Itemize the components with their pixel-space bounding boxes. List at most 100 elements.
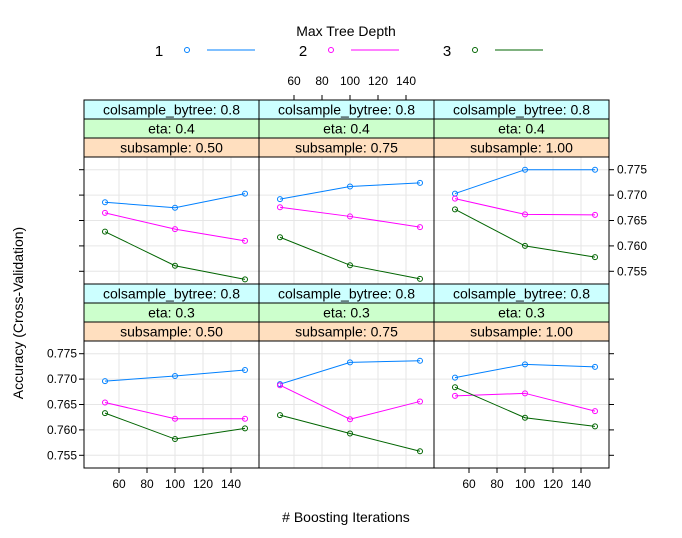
strip-label: eta: 0.3 — [498, 305, 545, 321]
data-point-2 — [102, 399, 108, 406]
data-point-3 — [347, 430, 353, 437]
x-tick-label: 60 — [287, 74, 301, 88]
data-point-1 — [242, 366, 248, 373]
data-point-1 — [417, 357, 423, 364]
series-line-3 — [104, 412, 246, 440]
data-point-1 — [592, 166, 598, 173]
series-line-1 — [454, 169, 595, 195]
strip-label: eta: 0.4 — [148, 121, 195, 137]
data-point-1 — [452, 374, 458, 381]
x-tick-label: 80 — [490, 477, 504, 491]
strip-label: subsample: 1.00 — [470, 324, 573, 340]
series-line-2 — [454, 198, 596, 216]
strip-label: eta: 0.4 — [323, 121, 370, 137]
strip-label: eta: 0.4 — [498, 121, 545, 137]
data-point-3 — [102, 228, 108, 235]
x-tick-label: 100 — [515, 477, 535, 491]
strip-label: subsample: 0.75 — [295, 140, 398, 156]
strip-label: colsample_bytree: 0.8 — [453, 286, 590, 302]
strip-label: colsample_bytree: 0.8 — [103, 286, 240, 302]
legend-point-1 — [184, 47, 190, 53]
x-tick-label: 140 — [221, 477, 241, 491]
x-tick-label: 60 — [112, 477, 126, 491]
series-line-3 — [454, 208, 596, 258]
series-line-3 — [104, 231, 246, 280]
data-point-3 — [102, 410, 108, 417]
data-point-1 — [102, 378, 108, 385]
series-line-1 — [279, 360, 421, 385]
data-point-1 — [242, 190, 248, 197]
data-point-3 — [592, 254, 598, 261]
data-point-2 — [242, 237, 248, 244]
data-point-1 — [592, 363, 598, 370]
y-tick-label: 0.765 — [47, 398, 77, 412]
data-point-1 — [172, 204, 178, 211]
x-tick-label: 120 — [368, 74, 388, 88]
axes: 60 60 60 80 80 80 100 100 100 120 120 120 140 140 140 0… — [47, 74, 647, 491]
data-point-1 — [172, 373, 178, 380]
data-point-2 — [347, 416, 353, 423]
y-tick-label: 0.775 — [617, 163, 647, 177]
data-point-2 — [592, 211, 598, 218]
legend-label-1: 1 — [155, 43, 163, 60]
legend-label-3: 3 — [443, 43, 451, 60]
data-point-2 — [417, 224, 423, 231]
data-point-2 — [172, 415, 178, 422]
series-line-3 — [454, 386, 596, 427]
legend: Max Tree Depth 1 2 3 — [155, 23, 543, 60]
data-point-3 — [592, 423, 598, 430]
strip-label: subsample: 1.00 — [470, 140, 573, 156]
series-line-1 — [104, 193, 246, 209]
panel: colsample_bytree: 0.8 eta: 0.4 subsample: … — [83, 99, 260, 285]
legend-point-3 — [472, 47, 478, 53]
y-axis-title: Accuracy (Cross-Validation) — [10, 227, 26, 399]
series-line-3 — [279, 414, 421, 452]
x-tick-label: 100 — [165, 477, 185, 491]
strip-label: colsample_bytree: 0.8 — [278, 286, 415, 302]
x-tick-label: 140 — [571, 477, 591, 491]
series-line-1 — [279, 182, 421, 200]
series-line-1 — [104, 369, 246, 382]
panel: colsample_bytree: 0.8 eta: 0.4 subsample: … — [433, 99, 610, 285]
y-tick-label: 0.755 — [47, 448, 77, 462]
data-point-2 — [242, 415, 248, 422]
data-point-2 — [417, 398, 423, 405]
panel: colsample_bytree: 0.8 eta: 0.3 subsample: … — [258, 283, 435, 469]
panel: colsample_bytree: 0.8 eta: 0.3 subsample: … — [83, 283, 260, 469]
x-tick-label: 120 — [543, 477, 563, 491]
series-line-2 — [279, 384, 421, 420]
data-point-3 — [417, 448, 423, 455]
data-point-1 — [277, 196, 283, 203]
data-point-3 — [347, 262, 353, 269]
x-tick-label: 140 — [396, 74, 416, 88]
series-line-1 — [454, 363, 596, 379]
data-point-3 — [452, 384, 458, 391]
data-point-2 — [172, 226, 178, 233]
y-tick-label: 0.770 — [617, 188, 647, 202]
series-line-2 — [454, 392, 596, 412]
data-point-3 — [417, 275, 423, 282]
data-point-1 — [417, 179, 423, 186]
data-point-3 — [277, 234, 283, 241]
panel: colsample_bytree: 0.8 eta: 0.4 subsample: … — [258, 99, 435, 285]
panels: colsample_bytree: 0.8 eta: 0.4 subsample: … — [83, 99, 610, 469]
data-point-2 — [277, 382, 283, 389]
data-point-2 — [277, 204, 283, 211]
strip-label: colsample_bytree: 0.8 — [103, 102, 240, 118]
strip-label: eta: 0.3 — [148, 305, 195, 321]
data-point-1 — [347, 183, 353, 190]
data-point-2 — [347, 213, 353, 220]
legend-label-2: 2 — [299, 43, 307, 60]
data-point-1 — [347, 359, 353, 366]
data-point-2 — [522, 390, 528, 397]
series-line-2 — [104, 212, 246, 242]
data-point-2 — [592, 408, 598, 415]
data-point-3 — [522, 242, 528, 249]
strip-label: eta: 0.3 — [323, 305, 370, 321]
x-tick-label: 100 — [340, 74, 360, 88]
legend-point-2 — [328, 47, 334, 53]
x-tick-label: 60 — [462, 477, 476, 491]
data-point-3 — [242, 425, 248, 432]
data-point-2 — [452, 195, 458, 202]
data-point-3 — [277, 412, 283, 419]
